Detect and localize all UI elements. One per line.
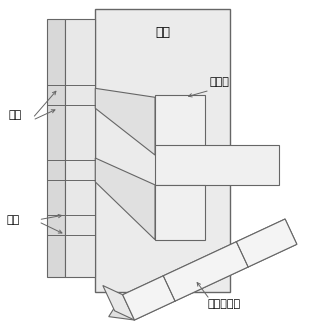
Bar bbox=[155, 95, 205, 155]
Text: 刀盘臂: 刀盘臂 bbox=[210, 77, 230, 87]
Bar bbox=[48, 19, 65, 277]
Bar bbox=[95, 9, 230, 293]
Polygon shape bbox=[95, 88, 155, 155]
Text: 孔道: 孔道 bbox=[7, 215, 20, 225]
Bar bbox=[155, 185, 205, 240]
Polygon shape bbox=[123, 219, 297, 320]
Bar bbox=[155, 145, 280, 185]
Polygon shape bbox=[109, 295, 134, 320]
Text: 刀盘: 刀盘 bbox=[9, 110, 22, 120]
Polygon shape bbox=[95, 158, 155, 240]
Text: 螺旋排土器: 螺旋排土器 bbox=[208, 299, 241, 309]
Polygon shape bbox=[123, 219, 297, 320]
Polygon shape bbox=[103, 285, 134, 320]
Text: 土舱: 土舱 bbox=[155, 26, 170, 39]
Bar bbox=[65, 19, 95, 277]
